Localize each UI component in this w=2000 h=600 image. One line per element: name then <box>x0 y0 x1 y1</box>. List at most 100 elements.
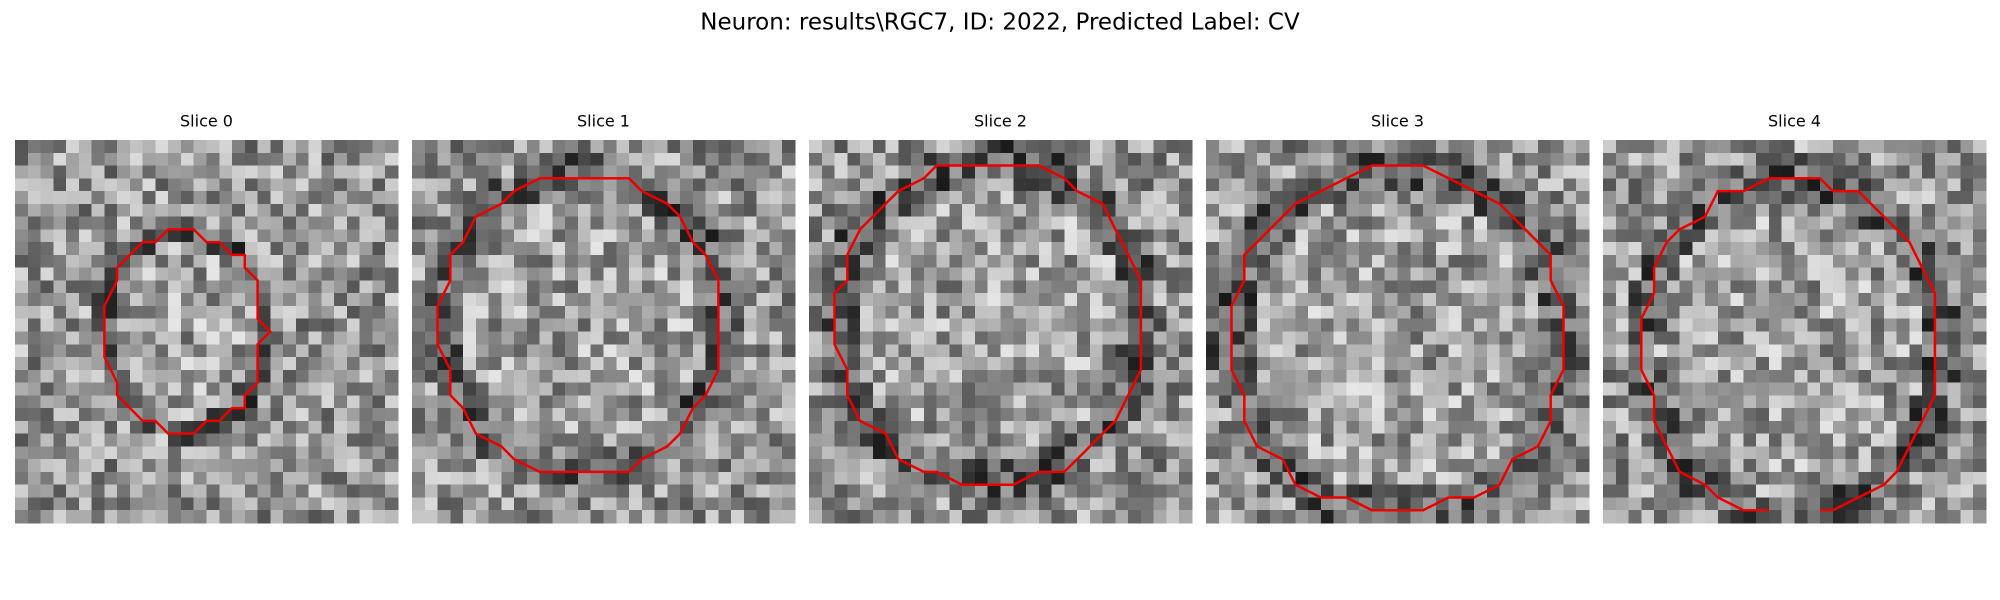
pixel <box>616 420 630 435</box>
pixel <box>885 471 899 486</box>
pixel <box>1499 254 1513 269</box>
pixel <box>667 510 681 524</box>
pixel <box>1435 152 1450 167</box>
pixel <box>1282 293 1296 307</box>
pixel <box>603 280 617 294</box>
pixel <box>809 459 823 473</box>
pixel <box>1499 216 1513 230</box>
pixel <box>847 178 861 192</box>
pixel <box>412 420 426 435</box>
pixel <box>577 408 592 422</box>
pixel <box>1692 165 1706 179</box>
pixel <box>885 152 899 167</box>
pixel <box>514 293 528 307</box>
pixel <box>1934 191 1949 205</box>
pixel <box>1153 191 1167 205</box>
pixel <box>180 140 195 154</box>
pixel <box>1371 497 1386 511</box>
pixel <box>692 140 707 154</box>
pixel <box>1231 178 1245 192</box>
pixel <box>1166 395 1180 409</box>
pixel <box>244 229 259 243</box>
pixel <box>359 203 373 218</box>
pixel <box>1781 293 1795 307</box>
pixel <box>193 318 207 332</box>
pixel <box>1410 459 1424 473</box>
pixel <box>1679 497 1693 511</box>
pixel <box>1537 510 1552 524</box>
pixel <box>1576 165 1590 179</box>
slice-image <box>809 140 1193 524</box>
pixel <box>1537 305 1552 320</box>
pixel <box>1525 357 1539 371</box>
pixel <box>974 165 989 179</box>
pixel <box>1077 152 1091 167</box>
pixel <box>129 459 144 473</box>
pixel <box>1333 382 1347 396</box>
pixel <box>1922 446 1936 460</box>
pixel <box>295 140 310 154</box>
pixel <box>898 140 912 154</box>
pixel <box>987 471 1001 486</box>
pixel <box>78 510 93 524</box>
pixel <box>885 510 899 524</box>
pixel <box>1960 216 1974 230</box>
pixel <box>15 382 29 396</box>
pixel <box>1384 357 1398 371</box>
pixel <box>718 420 732 435</box>
pixel <box>1486 446 1501 460</box>
pixel <box>1717 471 1732 486</box>
pixel <box>1231 459 1245 473</box>
pixel <box>1435 140 1450 154</box>
pixel <box>872 267 887 281</box>
pixel <box>1231 242 1245 256</box>
pixel <box>860 497 874 511</box>
pixel <box>514 344 528 358</box>
pixel <box>1346 408 1360 422</box>
pixel <box>1730 178 1744 192</box>
pixel <box>936 203 950 218</box>
pixel <box>437 344 451 358</box>
pixel <box>1666 280 1681 294</box>
pixel <box>1947 446 1961 460</box>
pixel <box>616 446 630 460</box>
pixel <box>66 420 80 435</box>
figure-title: Neuron: results\RGC7, ID: 2022, Predicte… <box>700 10 1300 36</box>
pixel <box>526 395 541 409</box>
pixel <box>1883 293 1898 307</box>
pixel <box>743 497 758 511</box>
pixel <box>769 293 783 307</box>
pixel <box>308 152 322 167</box>
pixel <box>53 140 67 154</box>
pixel <box>1371 510 1386 524</box>
pixel <box>488 229 502 243</box>
pixel <box>577 484 592 498</box>
pixel <box>219 420 233 435</box>
pixel <box>1909 152 1923 167</box>
pixel <box>1128 420 1142 435</box>
pixel <box>40 344 54 358</box>
pixel <box>1115 178 1129 192</box>
pixel <box>872 318 887 332</box>
pixel <box>1768 280 1783 294</box>
pixel <box>308 267 322 281</box>
pixel <box>385 369 399 384</box>
pixel <box>1013 344 1027 358</box>
pixel <box>53 229 67 243</box>
pixel <box>1089 178 1104 192</box>
pixel <box>1973 484 1987 498</box>
pixel <box>1858 497 1872 511</box>
pixel <box>129 203 144 218</box>
pixel <box>1845 369 1859 384</box>
pixel <box>1295 446 1309 460</box>
pixel <box>1153 420 1167 435</box>
pixel <box>1206 178 1220 192</box>
pixel <box>1474 267 1488 281</box>
pixel <box>936 254 950 269</box>
pixel <box>193 459 207 473</box>
pixel <box>1666 459 1681 473</box>
pixel <box>1563 510 1577 524</box>
pixel <box>1448 459 1462 473</box>
pixel <box>1013 382 1027 396</box>
pixel <box>1909 344 1923 358</box>
